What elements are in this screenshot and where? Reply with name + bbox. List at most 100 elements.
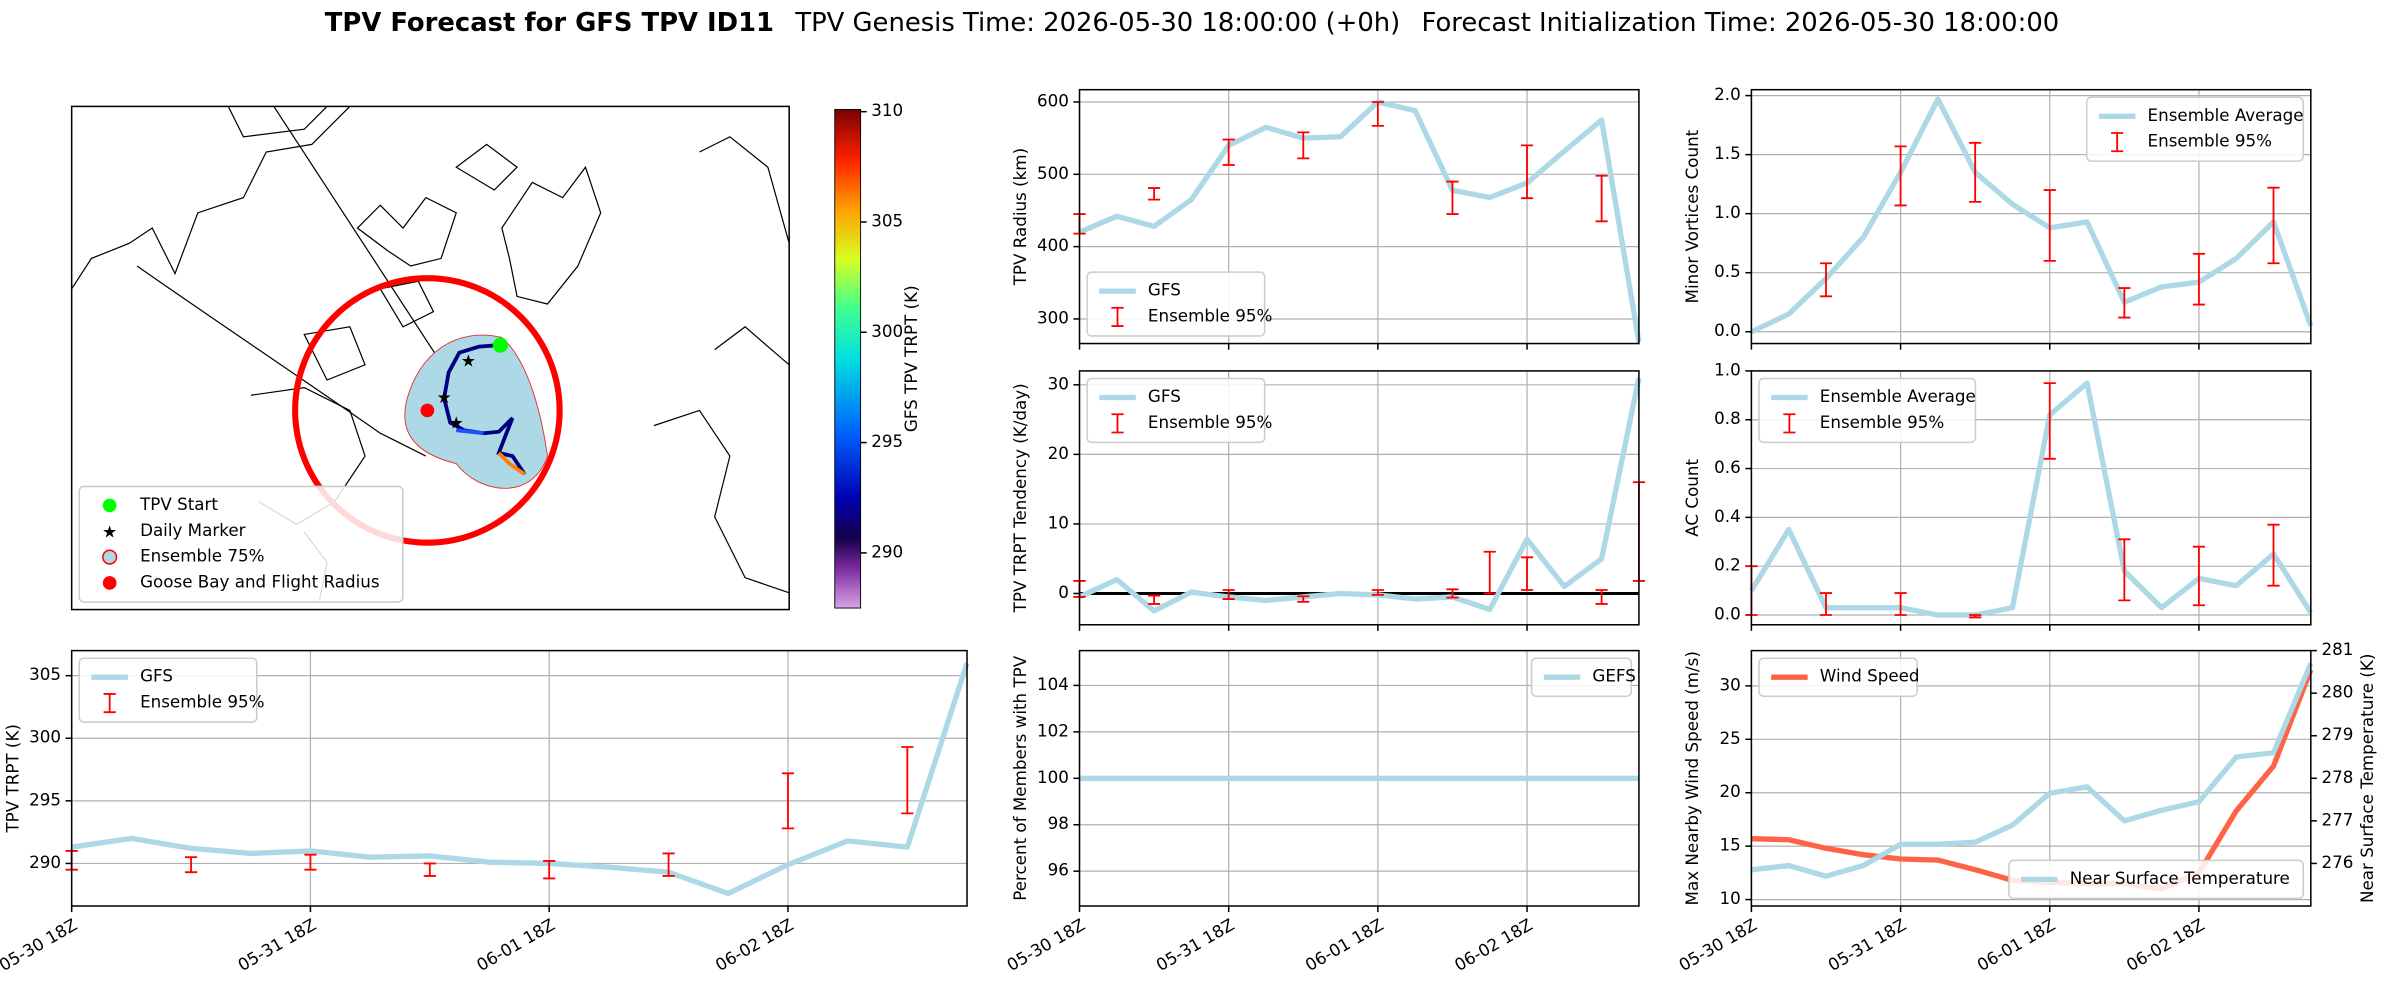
error-bar xyxy=(1297,595,1310,603)
y-tick-label: 25 xyxy=(1719,728,1740,748)
legend-marker xyxy=(102,549,118,565)
error-bar xyxy=(1446,588,1459,599)
title-main: TPV Forecast for GFS TPV ID11 xyxy=(325,7,774,37)
y2-tick-label: 281 xyxy=(2321,639,2353,659)
y-tick-label: 15 xyxy=(1719,835,1740,855)
y2-tick-label: 280 xyxy=(2321,682,2353,702)
axes-frame xyxy=(1078,649,1640,907)
error-bar xyxy=(1446,180,1459,215)
legend-box xyxy=(1086,377,1266,444)
data-line xyxy=(1750,96,2314,335)
y2-tick-label: 278 xyxy=(2321,767,2353,787)
legend: GFS Ensemble 95% xyxy=(78,657,265,723)
error-bar xyxy=(1595,589,1608,605)
y-tick-label: 2.0 xyxy=(1714,84,1741,104)
error-bar xyxy=(1222,138,1235,166)
legend-label: Ensemble 95% xyxy=(1820,412,1944,432)
legend-marker xyxy=(103,693,116,714)
error-bar xyxy=(1148,187,1161,201)
legend: GFS Ensemble 95% xyxy=(1086,271,1272,337)
y-tick-label: 96 xyxy=(1048,860,1069,880)
legend-marker xyxy=(1111,306,1124,327)
y-axis-label: Percent of Members with TPV xyxy=(1010,655,1030,901)
legend-marker xyxy=(102,576,117,590)
y-axis-label: AC Count xyxy=(1682,459,1702,537)
y-tick-label: 500 xyxy=(1037,163,1069,183)
legend-box xyxy=(1530,657,1633,697)
error-bar xyxy=(1148,594,1161,605)
legend-box xyxy=(2085,96,2304,162)
error-bar xyxy=(2043,189,2056,262)
legend-box xyxy=(1758,377,1977,444)
legend-marker xyxy=(1111,413,1124,434)
y-tick-label: 400 xyxy=(1037,235,1069,255)
legend-label: Ensemble 95% xyxy=(1148,412,1272,432)
x-tick-label: 06-02 18Z xyxy=(712,914,797,975)
x-tick-label: 05-30 18Z xyxy=(1675,914,1760,975)
error-bar xyxy=(2118,538,2131,602)
y-tick-label: 30 xyxy=(1048,373,1069,393)
y-axis-label: TPV Radius (km) xyxy=(1010,148,1030,286)
y2-tick-label: 279 xyxy=(2321,724,2353,744)
legend-marker: ★ xyxy=(102,521,117,541)
y-tick-label: 20 xyxy=(1719,781,1740,801)
error-bar xyxy=(1371,101,1384,127)
error-bar xyxy=(2267,523,2280,587)
colorbar xyxy=(834,108,862,609)
y-tick-label: 300 xyxy=(29,727,61,747)
error-bar xyxy=(304,853,317,871)
legend-label: GFS xyxy=(1148,280,1181,300)
error-bar xyxy=(1894,145,1907,207)
axes-frame xyxy=(70,649,968,907)
error-bar xyxy=(1520,556,1534,591)
y-tick-label: 20 xyxy=(1048,443,1069,463)
axes-frame xyxy=(1750,88,2312,345)
axes-frame xyxy=(1750,649,2312,907)
y-tick-label: 30 xyxy=(1719,674,1740,694)
y-axis-label: Max Nearby Wind Speed (m/s) xyxy=(1682,651,1702,905)
error-bar xyxy=(1595,174,1608,223)
error-bar xyxy=(423,862,436,877)
legend-label: Ensemble Average xyxy=(2148,105,2304,125)
error-bar xyxy=(543,860,556,880)
error-bar xyxy=(1520,144,1534,200)
legend-label: Near Surface Temperature xyxy=(2070,868,2290,888)
x-tick-label: 05-31 18Z xyxy=(1824,914,1909,975)
data-line xyxy=(1749,380,2314,618)
error-bar xyxy=(1819,592,1833,616)
x-tick-label: 06-02 18Z xyxy=(1451,914,1536,975)
y-tick-label: 0.2 xyxy=(1714,555,1741,575)
legend-box xyxy=(78,657,258,723)
error-bar xyxy=(662,852,675,877)
y-tick-label: 295 xyxy=(29,789,61,809)
error-bar xyxy=(1371,589,1384,596)
data-line xyxy=(1078,99,1642,343)
colorbar-tick-label: 310 xyxy=(871,100,903,120)
y-tick-label: 0.4 xyxy=(1714,506,1741,526)
x-tick-label: 05-30 18Z xyxy=(1003,914,1088,975)
legend: Near Surface Temperature xyxy=(2008,859,2304,900)
axes-frame xyxy=(1078,370,1640,626)
y-tick-label: 10 xyxy=(1719,888,1740,908)
y-tick-label: 600 xyxy=(1037,90,1069,110)
error-bar xyxy=(1894,592,1907,616)
legend-marker xyxy=(102,498,117,513)
title-init: Forecast Initialization Time: 2026-05-30… xyxy=(1422,7,2060,37)
error-bar xyxy=(184,856,198,874)
legend-box xyxy=(2008,859,2304,900)
colorbar-tick-label: 295 xyxy=(871,431,903,451)
legend: TPV Start ★ Daily Marker Ensemble 75% Goose … xyxy=(78,485,404,603)
legend-label: Ensemble 95% xyxy=(140,692,264,712)
legend-box xyxy=(78,485,404,603)
legend-marker xyxy=(2111,132,2124,153)
legend-label: Wind Speed xyxy=(1820,666,1920,686)
x-tick-label: 05-31 18Z xyxy=(234,914,319,975)
error-bar xyxy=(2192,545,2206,607)
y-tick-label: 0 xyxy=(1058,582,1069,602)
data-line xyxy=(71,662,970,897)
error-bar xyxy=(1483,550,1496,595)
title-genesis: TPV Genesis Time: 2026-05-30 18:00:00 (+… xyxy=(794,7,1400,37)
y-tick-label: 290 xyxy=(29,852,61,872)
y-axis-label: Minor Vortices Count xyxy=(1682,129,1702,303)
error-bar xyxy=(1297,131,1310,160)
